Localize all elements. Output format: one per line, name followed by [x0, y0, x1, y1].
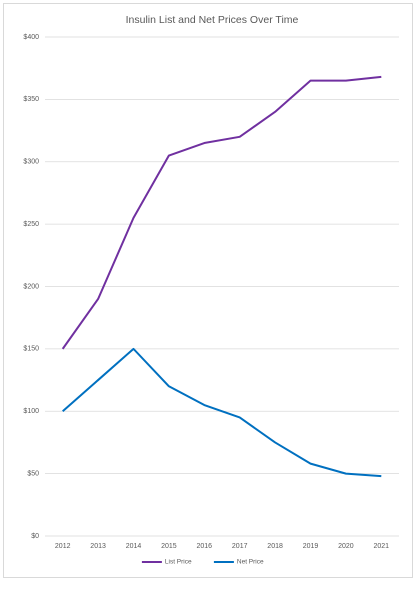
x-tick-label: 2020: [338, 543, 354, 550]
x-tick-label: 2018: [267, 543, 283, 550]
chart-border: [3, 3, 413, 578]
x-tick-label: 2017: [232, 543, 248, 550]
line-series: [62, 347, 382, 478]
y-tick-label: $350: [23, 96, 39, 103]
x-tick-label: 2012: [55, 543, 71, 550]
x-tick-label: 2019: [303, 543, 319, 550]
x-tick-label: 2015: [161, 543, 177, 550]
y-tick-label: $250: [23, 221, 39, 228]
y-tick-label: $50: [27, 470, 39, 477]
chart-title: Insulin List and Net Prices Over Time: [126, 14, 299, 26]
x-tick-label: 2013: [90, 543, 106, 550]
line-series: [61, 75, 382, 350]
y-tick-label: $300: [23, 159, 39, 166]
x-tick-label: 2021: [374, 543, 390, 550]
y-tick-label: $150: [23, 346, 39, 353]
y-tick-label: $400: [23, 34, 39, 41]
legend-label: Net Price: [237, 559, 264, 566]
y-tick-label: $200: [23, 283, 39, 290]
x-tick-label: 2016: [197, 543, 213, 550]
x-tick-label: 2014: [126, 543, 142, 550]
y-tick-label: $0: [31, 533, 39, 540]
legend-label: List Price: [165, 559, 192, 566]
y-tick-label: $100: [23, 408, 39, 415]
